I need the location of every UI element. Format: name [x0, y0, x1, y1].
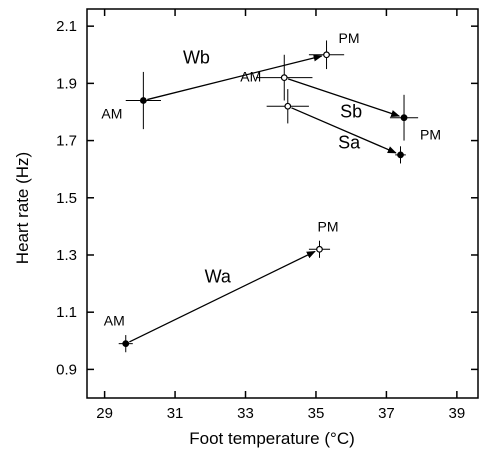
- point-sb-pm: [400, 114, 408, 122]
- y-axis-title: Heart rate (Hz): [13, 152, 32, 264]
- series-label-sa: Sa: [338, 133, 361, 153]
- point-sa-am: [284, 102, 292, 110]
- y-tick-label: 1.9: [56, 75, 77, 92]
- pm-label-wb: PM: [339, 30, 360, 46]
- x-tick-label: 29: [96, 405, 113, 422]
- x-tick-label: 37: [378, 405, 395, 422]
- y-tick-label: 2.1: [56, 18, 77, 35]
- arrow-sb: [287, 78, 401, 117]
- x-axis-title: Foot temperature (°C): [189, 429, 355, 448]
- point-wb-pm: [323, 51, 330, 59]
- x-tick-label: 39: [449, 405, 466, 422]
- y-tick-label: 1.3: [56, 247, 77, 264]
- pm-label-wa: PM: [317, 218, 338, 234]
- point-sa-pm: [397, 151, 404, 159]
- y-tick-label: 1.5: [56, 190, 77, 207]
- x-tick-label: 33: [237, 405, 254, 422]
- am-label-sb: AM: [240, 69, 261, 85]
- series-label-wb: Wb: [183, 48, 210, 68]
- arrow-sa: [291, 107, 397, 154]
- x-tick-label: 31: [167, 405, 184, 422]
- point-sb-am: [280, 74, 288, 82]
- arrow-wb: [147, 54, 323, 101]
- y-tick-label: 0.9: [56, 361, 77, 378]
- am-label-wb: AM: [101, 106, 122, 122]
- point-wa-am: [122, 340, 130, 348]
- series-label-wa: Wa: [205, 266, 232, 286]
- plot-frame: [86, 8, 479, 399]
- arrow-wa: [129, 250, 316, 343]
- y-tick-label: 1.1: [56, 304, 77, 321]
- series-label-sb: Sb: [340, 102, 362, 122]
- am-label-wa: AM: [104, 313, 125, 329]
- y-tick-label: 1.7: [56, 133, 77, 150]
- pm-label-sb: PM: [420, 127, 441, 143]
- point-wb-am: [139, 97, 147, 104]
- point-wa-pm: [316, 245, 323, 253]
- x-tick-label: 35: [308, 405, 325, 422]
